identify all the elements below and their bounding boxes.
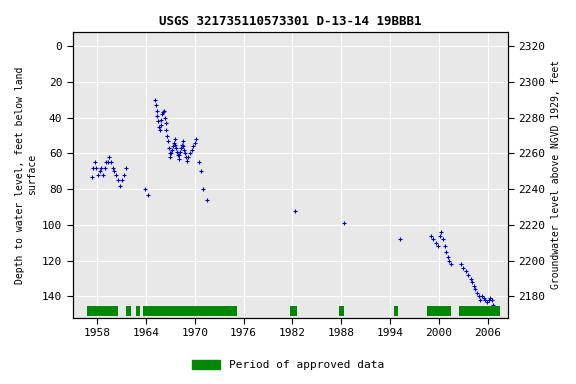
Y-axis label: Groundwater level above NGVD 1929, feet: Groundwater level above NGVD 1929, feet <box>551 60 561 290</box>
Bar <box>394 306 398 316</box>
Bar <box>137 306 141 316</box>
Bar <box>126 306 131 316</box>
Bar <box>339 306 344 316</box>
Legend: Period of approved data: Period of approved data <box>188 356 388 375</box>
Bar <box>427 306 451 316</box>
Bar <box>88 306 119 316</box>
Y-axis label: Depth to water level, feet below land
surface: Depth to water level, feet below land su… <box>15 66 37 284</box>
Bar <box>143 306 237 316</box>
Title: USGS 321735110573301 D-13-14 19BBB1: USGS 321735110573301 D-13-14 19BBB1 <box>159 15 422 28</box>
Bar <box>290 306 297 316</box>
Bar <box>459 306 500 316</box>
